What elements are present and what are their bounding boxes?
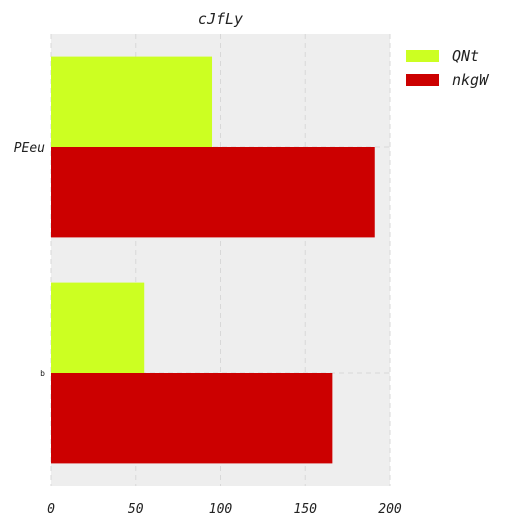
bar-QNt-PEeu	[51, 56, 213, 147]
x-tick-label-4: 200	[378, 502, 402, 517]
bar-QNt-b	[51, 282, 145, 373]
x-tick-label-0: 0	[47, 502, 55, 517]
x-tick-labels: 0 50 100 150 200	[47, 502, 402, 517]
x-tick-label-1: 50	[128, 502, 144, 517]
legend-label-nkgW: nkgW	[452, 71, 490, 89]
legend: QNt nkgW	[406, 47, 490, 89]
bar-nkgW-b	[51, 373, 333, 464]
legend-swatch-nkgW	[406, 74, 439, 86]
legend-label-QNt: QNt	[452, 47, 479, 65]
chart-title: cJfLy	[198, 10, 243, 28]
x-tick-label-2: 100	[209, 502, 233, 517]
bar-nkgW-PEeu	[51, 147, 375, 238]
y-tick-label-PEeu: PEeu	[14, 141, 45, 156]
bars	[51, 56, 375, 464]
y-tick-label-b: b	[40, 369, 45, 378]
legend-swatch-QNt	[406, 50, 439, 62]
y-tick-labels: PEeu b	[14, 141, 45, 378]
x-tick-label-3: 150	[294, 502, 318, 517]
